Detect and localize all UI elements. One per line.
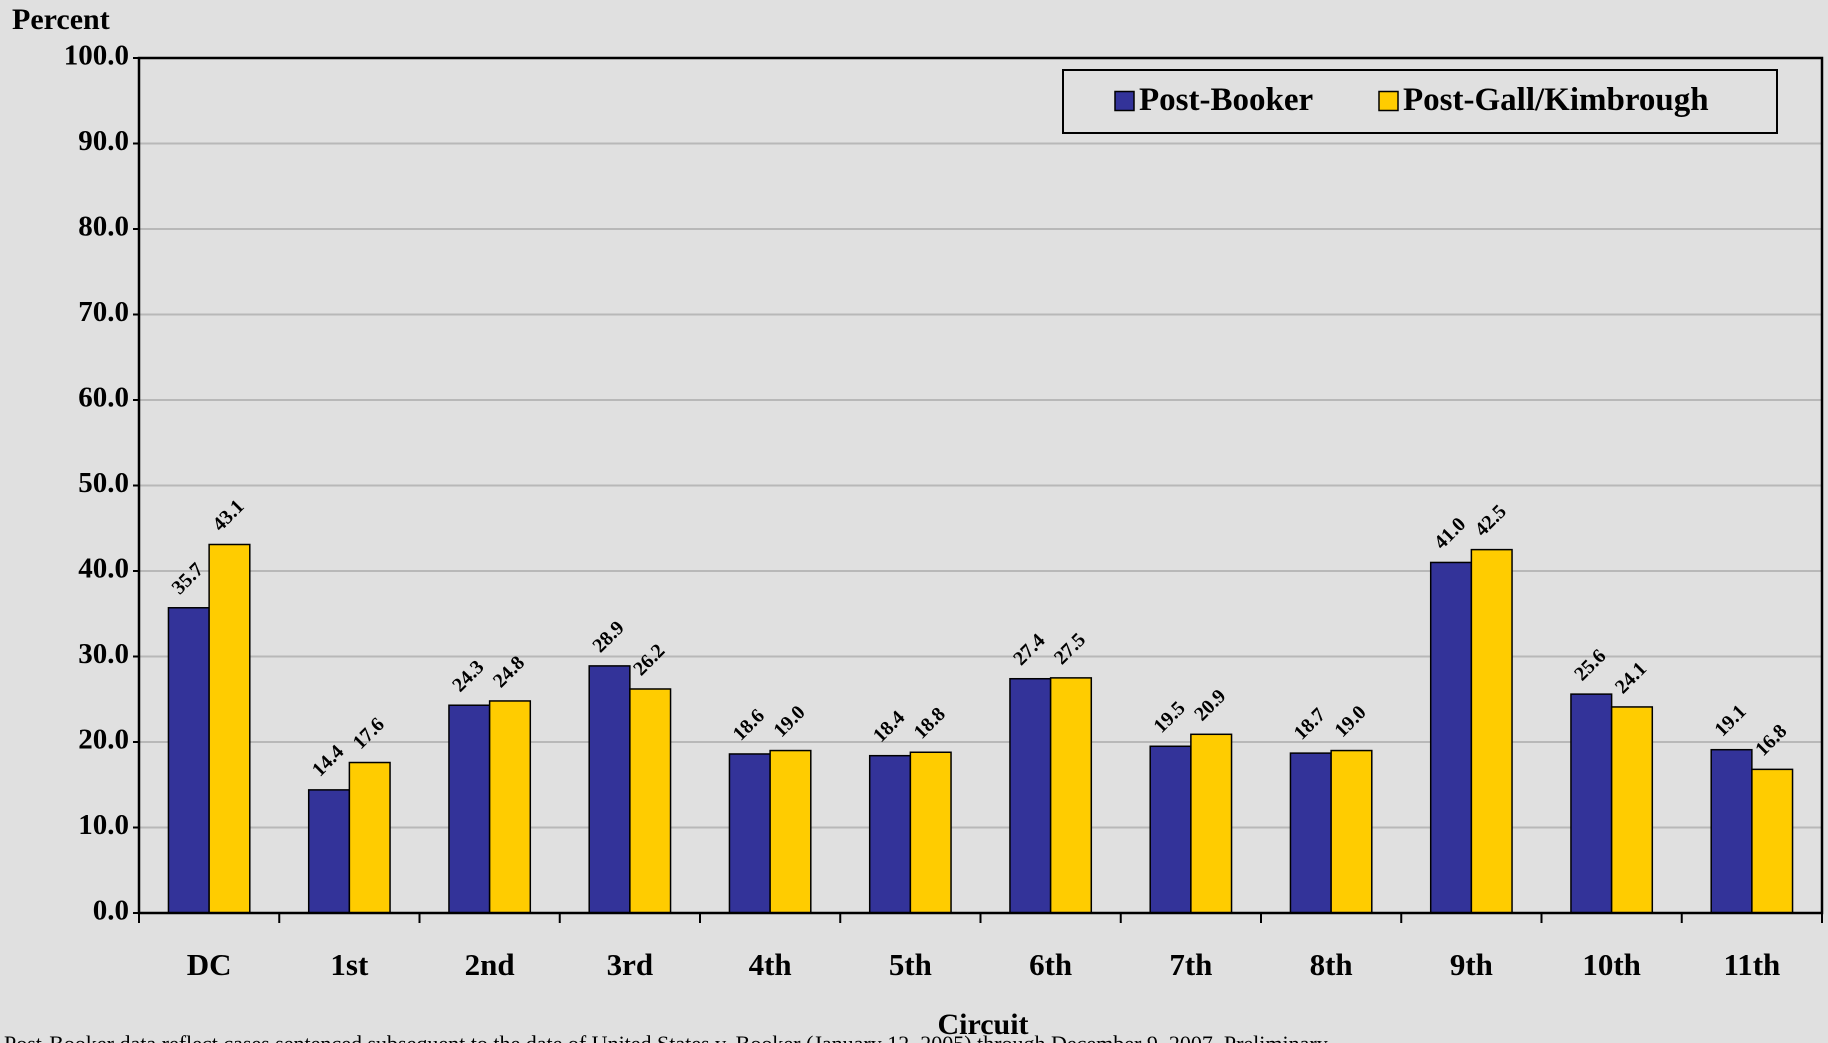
y-tick-label: 30.0 [78,638,129,670]
bar [1610,706,1654,914]
y-tick-label: 10.0 [78,809,129,841]
bar [868,754,912,914]
bar [629,688,672,914]
bar [1049,677,1093,914]
legend-swatch [1378,90,1399,112]
legend-box [1062,69,1778,134]
bar [1751,768,1794,914]
legend-label: Post-Gall/Kimbrough [1403,82,1709,118]
bar [1710,748,1753,914]
y-tick-label: 60.0 [78,382,129,414]
y-tick-label: 0.0 [93,895,129,927]
bar [1429,561,1473,914]
plot-frame [137,56,1824,915]
y-axis-title: Percent [12,3,110,36]
legend-swatch [1114,90,1135,112]
y-tick-label: 20.0 [78,724,129,756]
x-tick-label: 7th [1169,947,1212,982]
bar [167,607,210,914]
x-tick-label: 5th [889,947,932,982]
x-tick-label: 10th [1582,947,1641,982]
x-tick-label: 2nd [465,947,515,982]
legend: Post-Booker Post-Gall/Kimbrough [1062,69,1778,134]
x-tick-label: 8th [1310,947,1353,982]
bar [1570,693,1613,914]
bar [307,789,351,914]
x-tick-label: 1st [330,947,369,982]
x-tick-label: 3rd [607,947,654,982]
y-tick-label: 40.0 [78,553,129,585]
legend-label: Post-Booker [1139,82,1313,118]
bar [1289,752,1332,914]
bar [588,665,631,914]
y-tick-label: 50.0 [78,467,129,499]
bar [208,543,251,914]
y-tick-label: 100.0 [64,40,129,72]
x-tick-label: 9th [1450,947,1493,982]
bar [1149,745,1192,914]
bar [1190,733,1233,914]
bar [728,753,771,914]
x-tick-label: 11th [1723,947,1780,982]
bar [348,761,391,914]
bar [909,751,952,914]
bar [1330,749,1373,914]
x-tick-label: 4th [749,947,792,982]
x-tick-label: DC [187,947,232,982]
x-tick-label: 6th [1029,947,1072,982]
bar [1009,677,1052,914]
bar [769,749,812,914]
bar [488,700,532,914]
y-tick-label: 90.0 [78,125,129,157]
x-axis-title: Circuit [937,1008,1028,1041]
y-tick-label: 80.0 [78,211,129,243]
footnote: Post-Booker data reflect cases sentenced… [4,1031,1328,1043]
y-tick-label: 70.0 [78,296,129,328]
bar [1470,548,1513,914]
bar [448,704,491,914]
